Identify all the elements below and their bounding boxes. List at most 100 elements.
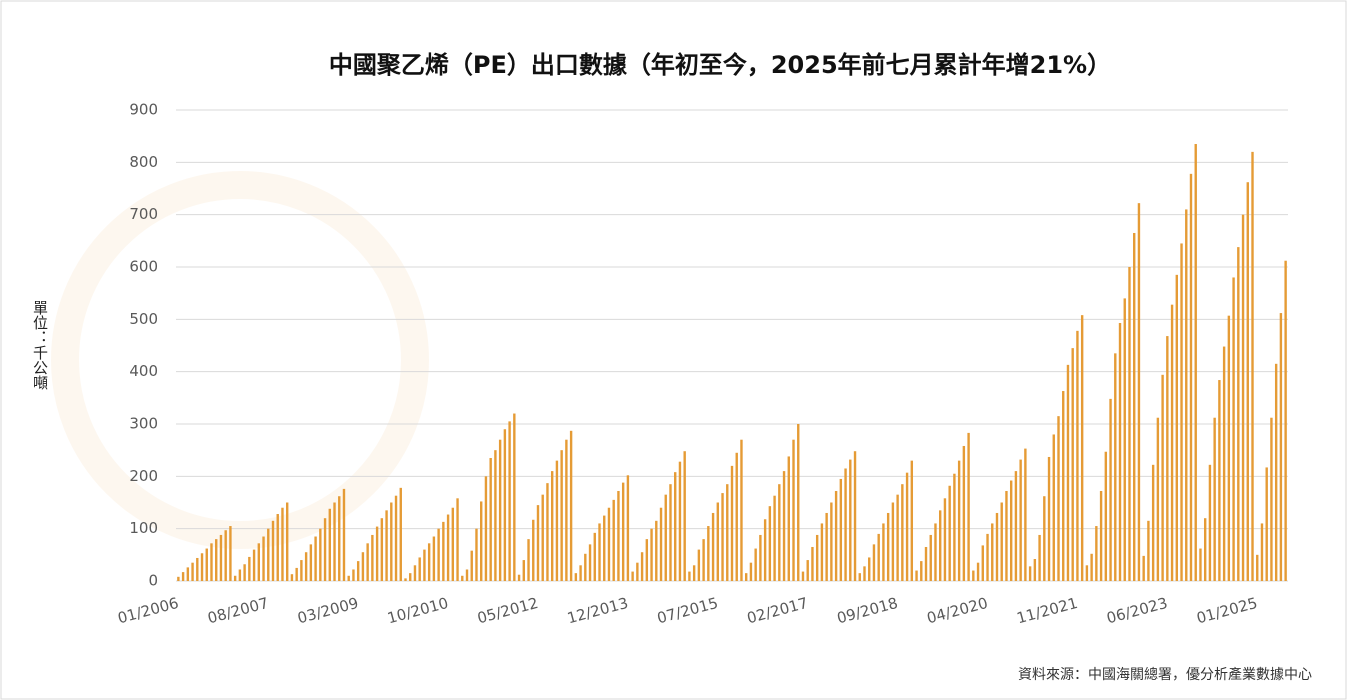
bar — [740, 439, 743, 581]
bar — [891, 502, 895, 581]
bar — [1194, 144, 1197, 581]
bar — [905, 472, 909, 581]
bar — [262, 536, 265, 581]
bar — [1000, 502, 1003, 581]
y-tick-label: 700 — [129, 205, 158, 223]
bar — [683, 451, 686, 581]
bar — [962, 445, 966, 581]
bar — [1128, 267, 1131, 581]
bar — [716, 502, 720, 581]
bar — [309, 544, 313, 581]
bar — [181, 572, 185, 581]
bar — [1260, 523, 1264, 581]
bar — [517, 574, 521, 581]
bar — [754, 548, 757, 581]
bar — [787, 456, 790, 581]
bar — [759, 534, 762, 581]
bar — [446, 514, 450, 581]
bar — [1265, 467, 1268, 581]
bar — [205, 548, 208, 581]
bar — [300, 560, 303, 581]
bar — [243, 564, 246, 581]
bar — [1270, 417, 1273, 581]
bar — [1156, 417, 1160, 581]
bar — [1047, 456, 1051, 581]
bar — [1133, 232, 1136, 581]
bar — [844, 468, 847, 581]
bar — [1118, 322, 1122, 581]
bar — [645, 539, 649, 581]
bar — [811, 546, 814, 581]
bar — [546, 483, 549, 581]
bar — [437, 528, 440, 581]
bar — [806, 560, 809, 581]
bar — [877, 533, 880, 581]
bar — [352, 569, 355, 581]
bar — [1014, 471, 1018, 581]
bar — [1222, 346, 1226, 581]
bar — [920, 561, 923, 581]
bar — [1062, 391, 1065, 581]
bar — [820, 523, 824, 581]
bar — [763, 519, 767, 581]
bar — [252, 549, 256, 581]
bar — [267, 528, 270, 581]
bar — [413, 565, 417, 581]
bar — [626, 475, 630, 581]
bar — [697, 549, 701, 581]
y-tick-label: 900 — [129, 101, 158, 119]
bar — [513, 413, 516, 581]
bar — [588, 544, 592, 581]
bar — [1213, 417, 1216, 581]
bar — [1170, 304, 1174, 581]
bar — [248, 556, 251, 581]
bar — [1189, 173, 1193, 581]
bar — [815, 534, 819, 581]
bar — [692, 565, 696, 581]
bar — [1057, 416, 1060, 581]
bar — [939, 510, 942, 581]
bar — [1071, 348, 1074, 581]
bar — [409, 573, 412, 581]
bar — [744, 573, 748, 581]
bar — [1137, 203, 1141, 582]
bar — [565, 439, 568, 581]
bar — [1274, 363, 1278, 581]
bar — [1175, 274, 1178, 581]
bar — [286, 502, 289, 581]
bar — [792, 439, 795, 581]
bar — [825, 512, 828, 581]
bar — [991, 523, 994, 581]
y-tick-label: 200 — [129, 467, 158, 485]
bar — [655, 520, 658, 581]
bar — [390, 502, 393, 581]
bar — [972, 570, 975, 581]
bar — [901, 484, 904, 581]
bar — [1284, 260, 1287, 581]
bar — [569, 430, 573, 581]
bar — [1104, 451, 1108, 581]
bar — [773, 495, 776, 581]
y-tick-label: 600 — [129, 258, 158, 276]
bar — [550, 471, 554, 581]
bar — [598, 523, 601, 581]
chart-title: 中國聚乙烯（PE）出口數據（年初至今，2025年前七月累計年增21%） — [329, 51, 1111, 79]
bar — [749, 562, 753, 581]
bar — [768, 506, 772, 581]
bar — [778, 484, 781, 581]
bar — [385, 510, 388, 581]
bar — [953, 473, 956, 581]
bar — [688, 571, 691, 581]
bar — [995, 512, 999, 581]
bar — [664, 494, 667, 581]
bar — [1038, 534, 1041, 581]
bar — [527, 539, 530, 581]
bar — [882, 523, 885, 581]
bar — [532, 519, 535, 581]
bar — [858, 573, 861, 581]
bar — [1151, 464, 1155, 581]
bar — [678, 461, 682, 581]
bar — [801, 571, 805, 581]
bar — [943, 498, 947, 581]
bar — [872, 544, 876, 581]
